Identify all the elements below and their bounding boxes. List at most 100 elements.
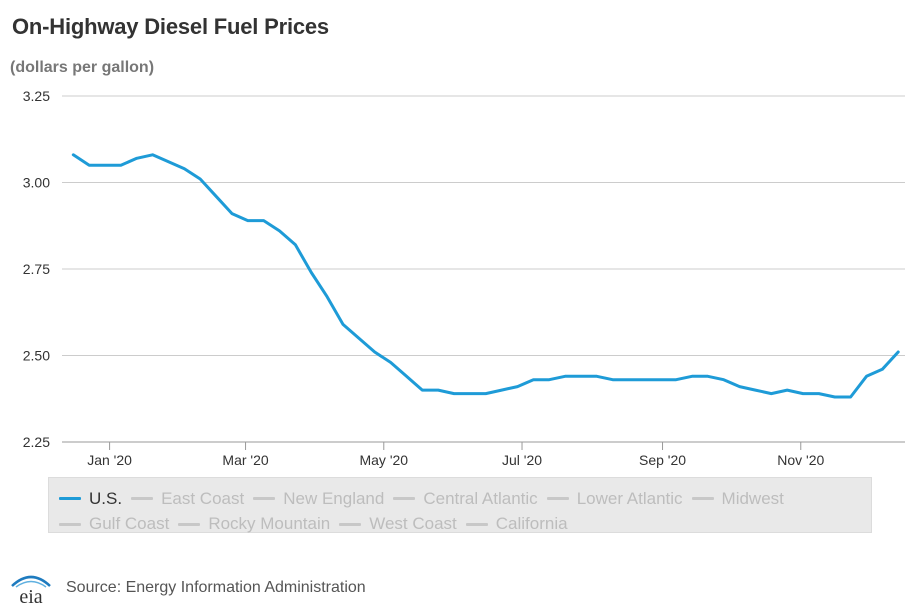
x-tick-label: Nov '20 xyxy=(777,452,824,468)
data-point[interactable] xyxy=(194,173,206,185)
data-point[interactable] xyxy=(464,388,476,400)
data-point[interactable] xyxy=(226,208,238,220)
footer: eia Source: Energy Information Administr… xyxy=(8,570,366,606)
data-point[interactable] xyxy=(607,374,619,386)
x-tick-label: Sep '20 xyxy=(639,452,686,468)
data-point[interactable] xyxy=(258,215,270,227)
legend-label: Midwest xyxy=(721,488,784,508)
legend-label: Central Atlantic xyxy=(423,488,538,508)
data-point[interactable] xyxy=(353,332,365,344)
data-point[interactable] xyxy=(337,318,349,330)
data-point[interactable] xyxy=(305,266,317,278)
data-point[interactable] xyxy=(765,388,777,400)
legend-label: Rocky Mountain xyxy=(208,514,331,533)
data-point[interactable] xyxy=(860,370,872,382)
data-point[interactable] xyxy=(781,384,793,396)
data-point[interactable] xyxy=(163,156,175,168)
y-tick-label: 2.75 xyxy=(23,261,50,277)
legend-swatch xyxy=(253,497,276,500)
legend-item-central-atlantic[interactable]: Central Atlantic xyxy=(393,488,538,510)
data-point[interactable] xyxy=(321,291,333,303)
data-point[interactable] xyxy=(734,381,746,393)
data-point[interactable] xyxy=(511,381,523,393)
data-point[interactable] xyxy=(718,374,730,386)
data-point[interactable] xyxy=(67,149,79,161)
data-point[interactable] xyxy=(480,388,492,400)
data-point[interactable] xyxy=(385,356,397,368)
data-point[interactable] xyxy=(496,384,508,396)
data-point[interactable] xyxy=(686,370,698,382)
data-point[interactable] xyxy=(654,374,666,386)
series-layer xyxy=(67,149,904,403)
legend-label: Lower Atlantic xyxy=(576,488,683,508)
legend-item-new-england[interactable]: New England xyxy=(253,488,384,510)
data-point[interactable] xyxy=(131,152,143,164)
data-point[interactable] xyxy=(797,388,809,400)
legend-swatch xyxy=(59,497,81,500)
legend-item-gulf-coast[interactable]: Gulf Coast xyxy=(59,513,169,535)
data-point[interactable] xyxy=(876,363,888,375)
y-tick-label: 3.00 xyxy=(23,175,50,191)
data-point[interactable] xyxy=(670,374,682,386)
data-point[interactable] xyxy=(638,374,650,386)
data-point[interactable] xyxy=(274,225,286,237)
legend-label: East Coast xyxy=(161,488,245,508)
y-tick-label: 3.25 xyxy=(23,88,50,104)
legend-swatch xyxy=(691,497,714,500)
eia-logo: eia xyxy=(11,575,51,606)
chart-subtitle-units: (dollars per gallon) xyxy=(10,59,155,76)
y-tick-label: 2.25 xyxy=(23,434,50,450)
y-axis-ticks: 2.25 2.50 2.75 3.00 3.25 xyxy=(23,88,50,450)
legend-item-u-s[interactable]: U.S. xyxy=(59,488,122,510)
x-tick-label: Mar '20 xyxy=(222,452,268,468)
data-point[interactable] xyxy=(400,370,412,382)
data-point[interactable] xyxy=(115,159,127,171)
data-point[interactable] xyxy=(829,391,841,403)
x-tick-label: May '20 xyxy=(359,452,408,468)
source-note: Source: Energy Information Administratio… xyxy=(66,579,366,596)
legend-swatch xyxy=(546,497,569,500)
data-point[interactable] xyxy=(432,384,444,396)
data-point[interactable] xyxy=(892,346,904,358)
legend-label: Gulf Coast xyxy=(89,514,170,533)
data-point[interactable] xyxy=(845,391,857,403)
legend-item-east-coast[interactable]: East Coast xyxy=(131,488,244,510)
data-point[interactable] xyxy=(147,149,159,161)
y-tick-label: 2.50 xyxy=(23,348,50,364)
legend-label: U.S. xyxy=(89,488,123,508)
data-point[interactable] xyxy=(702,370,714,382)
data-point[interactable] xyxy=(813,388,825,400)
data-point[interactable] xyxy=(416,384,428,396)
line-chart: 2.25 2.50 2.75 3.00 3.25 Jan '20 Mar '20 May '… xyxy=(23,88,905,468)
legend-swatch xyxy=(465,522,488,526)
legend-swatch xyxy=(339,522,362,526)
data-point[interactable] xyxy=(623,374,635,386)
data-point[interactable] xyxy=(559,370,571,382)
legend-label: West Coast xyxy=(369,514,457,533)
legend-label: California xyxy=(495,514,568,533)
legend-item-west-coast[interactable]: West Coast xyxy=(339,513,457,535)
data-point[interactable] xyxy=(210,190,222,202)
x-axis-ticks: Jan '20 Mar '20 May '20 Jul '20 Sep '20 Nov '… xyxy=(87,442,824,468)
series-line-us[interactable] xyxy=(71,153,900,399)
legend-item-rocky-mountain[interactable]: Rocky Mountain xyxy=(178,513,330,535)
data-point[interactable] xyxy=(448,388,460,400)
data-point[interactable] xyxy=(242,215,254,227)
legend: U.S. East Coast New England Central Atlanti… xyxy=(48,477,872,533)
legend-swatch xyxy=(131,497,154,500)
data-point[interactable] xyxy=(543,374,555,386)
legend-item-lower-atlantic[interactable]: Lower Atlantic xyxy=(546,488,683,510)
data-point[interactable] xyxy=(369,346,381,358)
data-point[interactable] xyxy=(591,370,603,382)
data-point[interactable] xyxy=(83,159,95,171)
data-point[interactable] xyxy=(99,159,111,171)
legend-swatch xyxy=(178,522,201,526)
data-point[interactable] xyxy=(575,370,587,382)
legend-item-midwest[interactable]: Midwest xyxy=(691,488,784,510)
legend-item-california[interactable]: California xyxy=(465,513,568,535)
data-point[interactable] xyxy=(178,163,190,175)
gridlines xyxy=(62,95,905,443)
data-point[interactable] xyxy=(749,384,761,396)
data-point[interactable] xyxy=(289,239,301,251)
data-point[interactable] xyxy=(527,374,539,386)
